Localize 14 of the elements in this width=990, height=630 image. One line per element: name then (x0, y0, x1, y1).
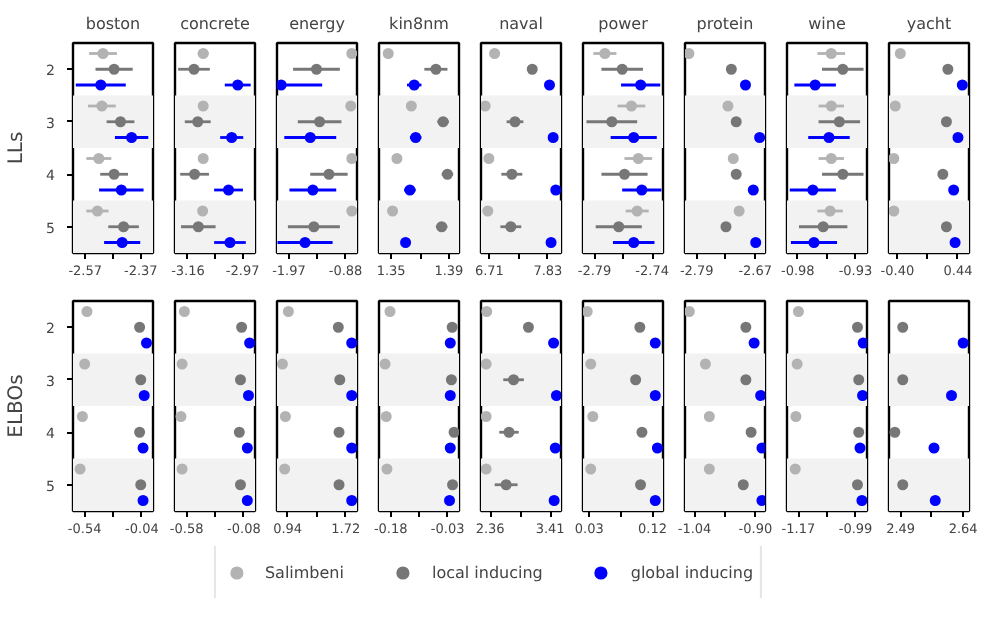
chart-title: power (598, 15, 650, 33)
chart-title: naval (499, 15, 543, 33)
legend-label: Salimbeni (264, 563, 344, 581)
legend-label: local inducing (431, 563, 543, 581)
legend-label: global inducing (630, 563, 754, 581)
y-axis-title: ELBOs (6, 374, 29, 438)
chart-title: protein (696, 15, 754, 33)
chart-title: concrete (180, 15, 251, 33)
chart-title: wine (808, 15, 846, 33)
chart-title: yacht (906, 15, 952, 33)
chart-title: boston (85, 15, 141, 33)
chart-title: kin8nm (389, 15, 450, 33)
chart-title: energy (289, 15, 346, 33)
y-axis-title: LLs (6, 131, 29, 165)
